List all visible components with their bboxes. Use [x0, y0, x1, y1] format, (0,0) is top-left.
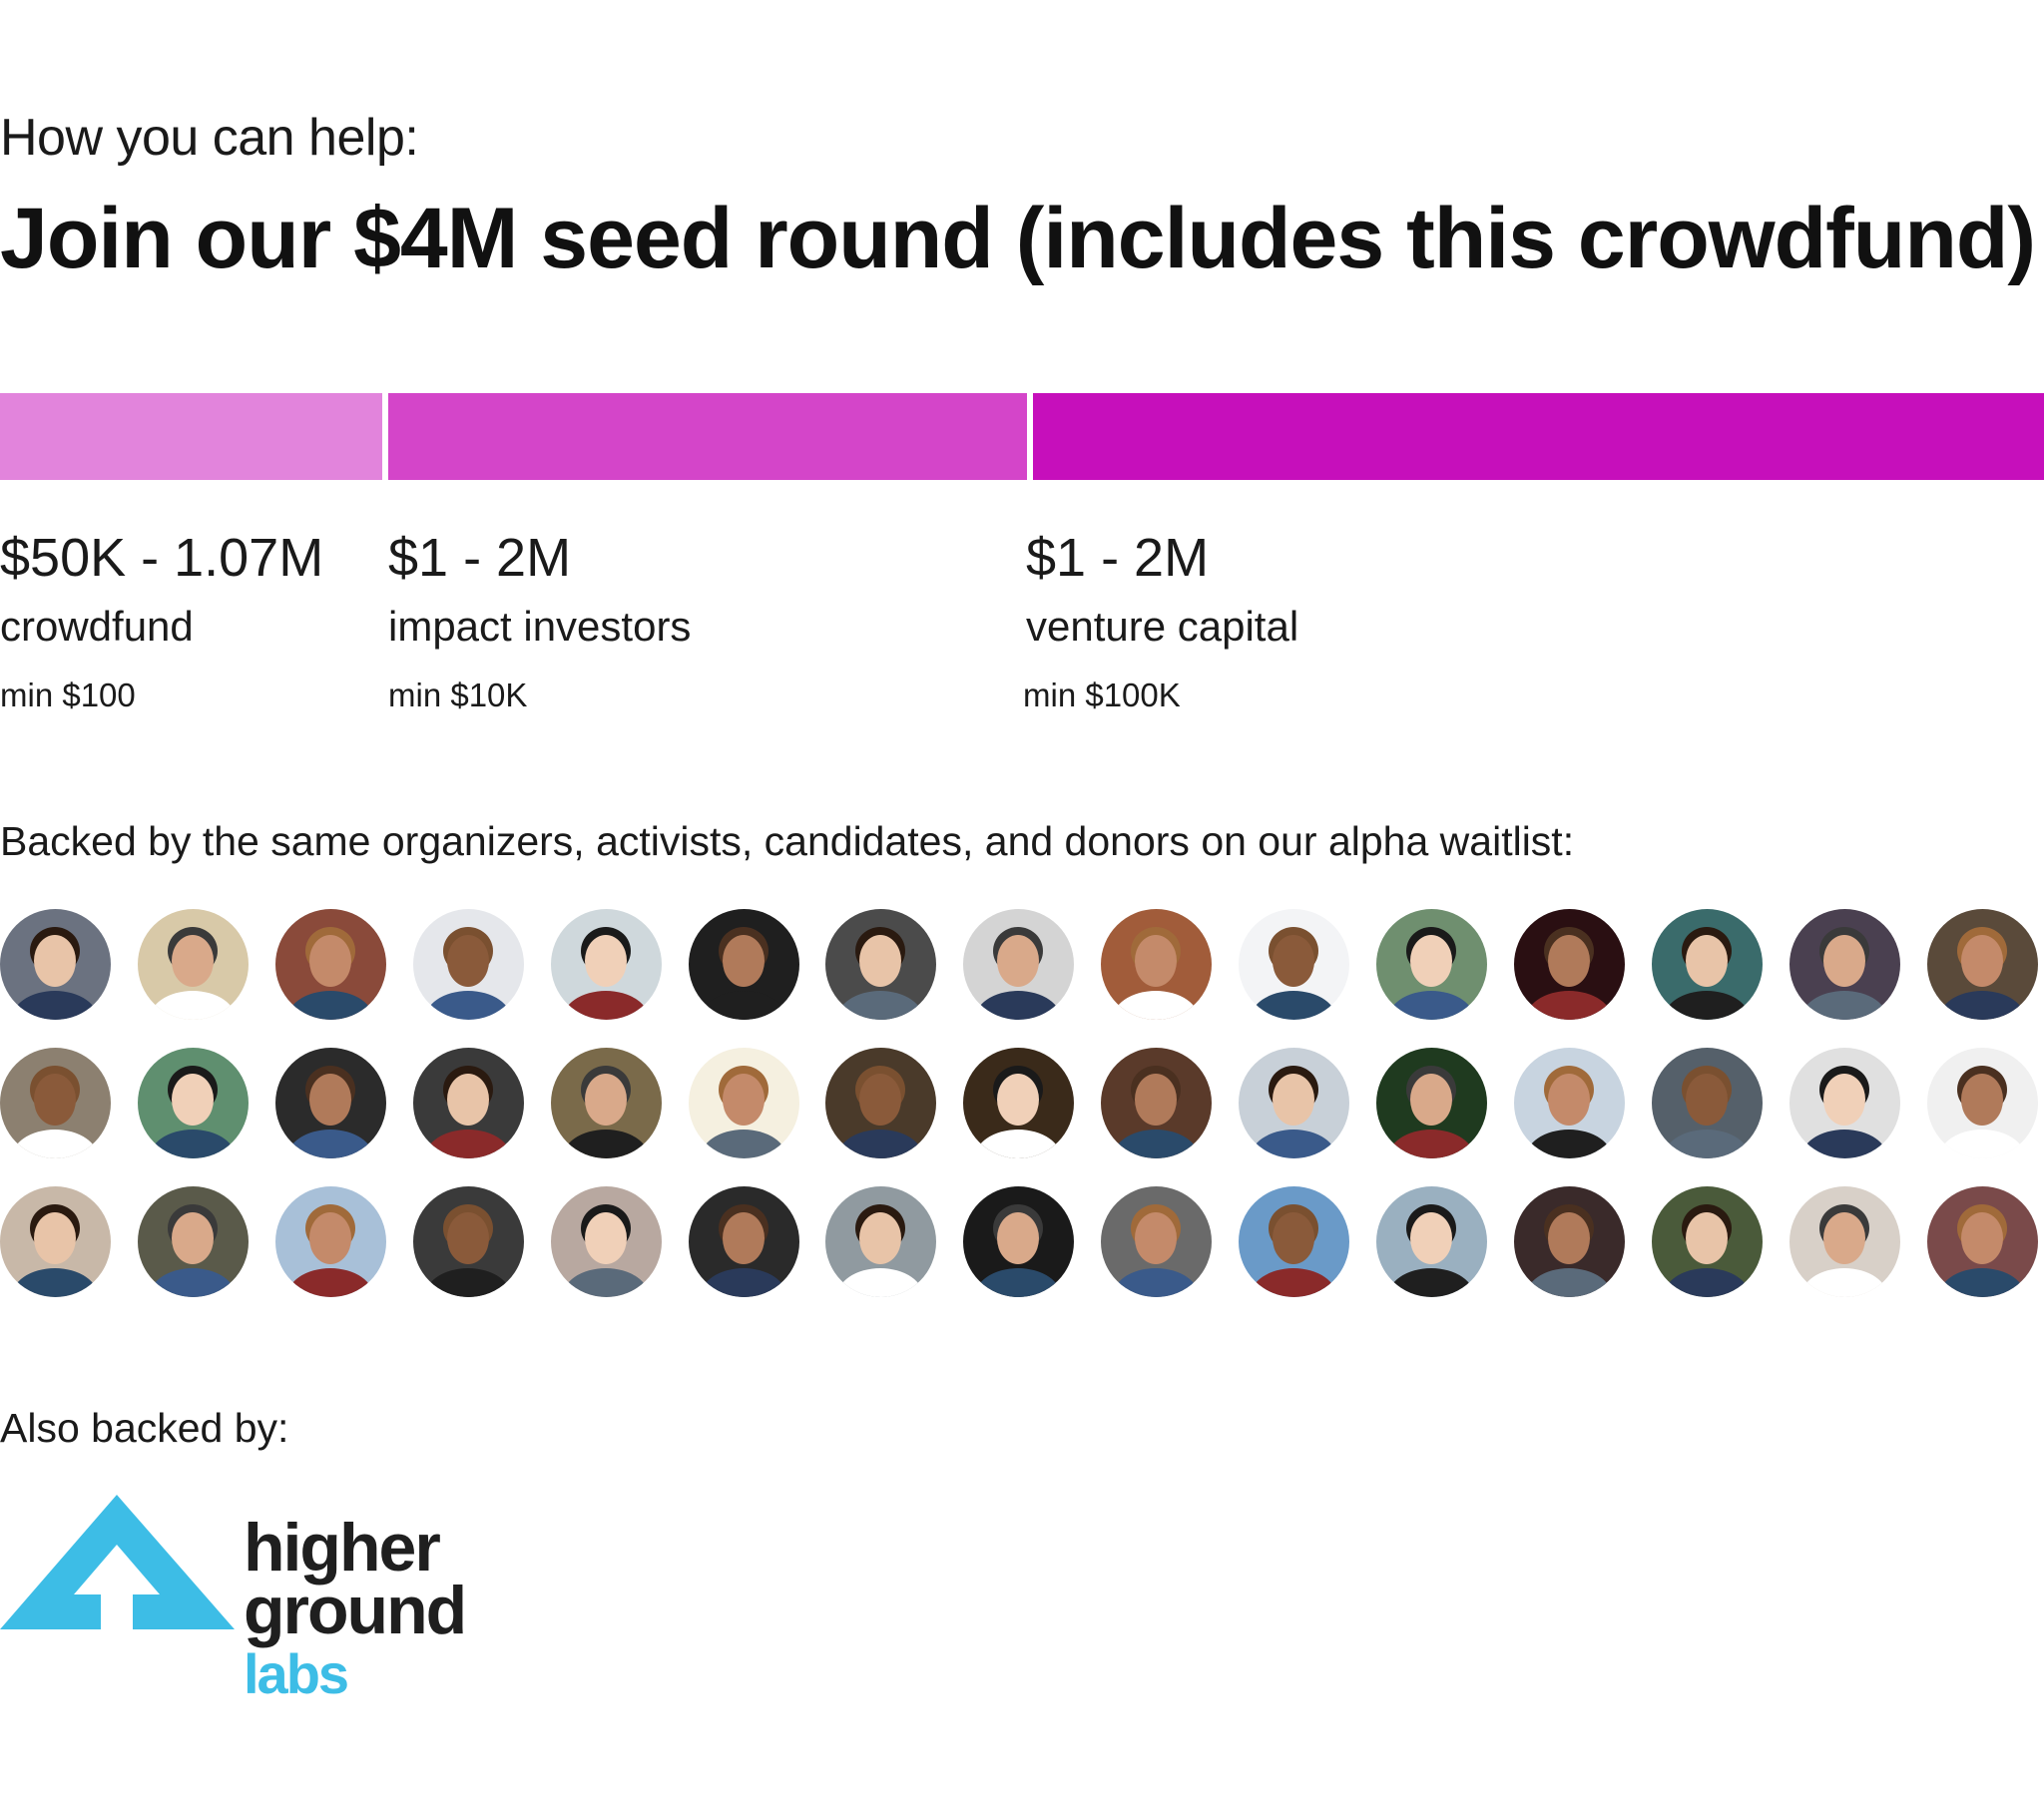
- logo-word-ground: ground: [244, 1573, 467, 1649]
- backer-avatar: [963, 1186, 1075, 1297]
- backer-avatar: [1239, 909, 1350, 1020]
- backer-avatar: [137, 1048, 249, 1158]
- tier-minimum: min $100K: [1023, 677, 1181, 713]
- tier-amount: $1 - 2M: [388, 528, 572, 588]
- tier-amount: $50K - 1.07M: [0, 528, 324, 588]
- backer-avatar: [1239, 1186, 1350, 1297]
- backer-avatar: [1376, 909, 1487, 1020]
- backer-avatar: [963, 1048, 1075, 1158]
- tier-minimum: min $100: [0, 677, 136, 713]
- backer-avatar: [412, 1186, 524, 1297]
- backer-avatar: [0, 1048, 111, 1158]
- tier-label: impact investors: [388, 603, 692, 650]
- backer-avatar: [550, 1048, 662, 1158]
- backer-avatar: [1926, 909, 2038, 1020]
- backer-avatar: [550, 1186, 662, 1297]
- backer-avatar: [1926, 1048, 2038, 1158]
- backer-avatar: [1651, 1186, 1763, 1297]
- backer-avatar: [137, 909, 249, 1020]
- backer-avatar: [412, 1048, 524, 1158]
- tier-amount: $1 - 2M: [1026, 528, 1210, 588]
- backer-avatar: [1788, 1186, 1900, 1297]
- backer-avatar: [825, 1048, 937, 1158]
- backer-avatar: [1101, 909, 1213, 1020]
- backer-avatar: [1239, 1048, 1350, 1158]
- backer-avatar: [1513, 909, 1625, 1020]
- backer-avatar: [274, 1186, 386, 1297]
- backer-avatar: [1651, 909, 1763, 1020]
- venture-capital-bar: [1033, 393, 2044, 480]
- backer-avatar: [1101, 1186, 1213, 1297]
- higher-ground-labs-logo-text: higher ground labs: [244, 1510, 467, 1706]
- backer-avatar: [274, 1048, 386, 1158]
- tier-venture-capital: $1 - 2M venture capital min $100K: [1023, 527, 1298, 714]
- backer-avatar: [688, 1048, 799, 1158]
- logo-word-higher: higher: [244, 1510, 441, 1586]
- crowdfund-bar: [0, 393, 382, 480]
- backer-avatar-grid: [0, 909, 2044, 1298]
- backer-avatar: [1376, 1186, 1487, 1297]
- tier-impact-investors: $1 - 2M impact investors min $10K: [388, 527, 691, 714]
- backer-avatar: [274, 909, 386, 1020]
- higher-ground-labs-logo-icon: [0, 1495, 235, 1639]
- impact-investors-bar: [388, 393, 1027, 480]
- backer-avatar: [137, 1186, 249, 1297]
- backer-avatar: [1651, 1048, 1763, 1158]
- backer-avatar: [1376, 1048, 1487, 1158]
- section-subtitle: How you can help:: [0, 109, 419, 167]
- backer-avatar: [0, 1186, 111, 1297]
- backer-avatar: [963, 909, 1075, 1020]
- tier-minimum: min $10K: [388, 677, 528, 713]
- backer-avatar: [688, 1186, 799, 1297]
- page-title: Join our $4M seed round (includes this c…: [0, 191, 2036, 286]
- backer-avatar: [1926, 1186, 2038, 1297]
- tier-label: venture capital: [1026, 603, 1299, 650]
- backer-avatar: [0, 909, 111, 1020]
- backer-avatar: [825, 909, 937, 1020]
- backer-avatar: [688, 909, 799, 1020]
- backer-avatar: [550, 909, 662, 1020]
- backer-avatar: [1513, 1048, 1625, 1158]
- backer-avatar: [825, 1186, 937, 1297]
- backer-avatar: [1788, 1048, 1900, 1158]
- backer-avatar: [1513, 1186, 1625, 1297]
- also-backed-heading: Also backed by:: [0, 1405, 289, 1451]
- backer-avatar: [412, 909, 524, 1020]
- backer-avatar: [1101, 1048, 1213, 1158]
- tier-crowdfund: $50K - 1.07M crowdfund min $100: [0, 527, 323, 714]
- logo-word-labs: labs: [244, 1642, 349, 1706]
- backers-heading: Backed by the same organizers, activists…: [0, 818, 1575, 864]
- backer-avatar: [1788, 909, 1900, 1020]
- tier-label: crowdfund: [0, 603, 194, 650]
